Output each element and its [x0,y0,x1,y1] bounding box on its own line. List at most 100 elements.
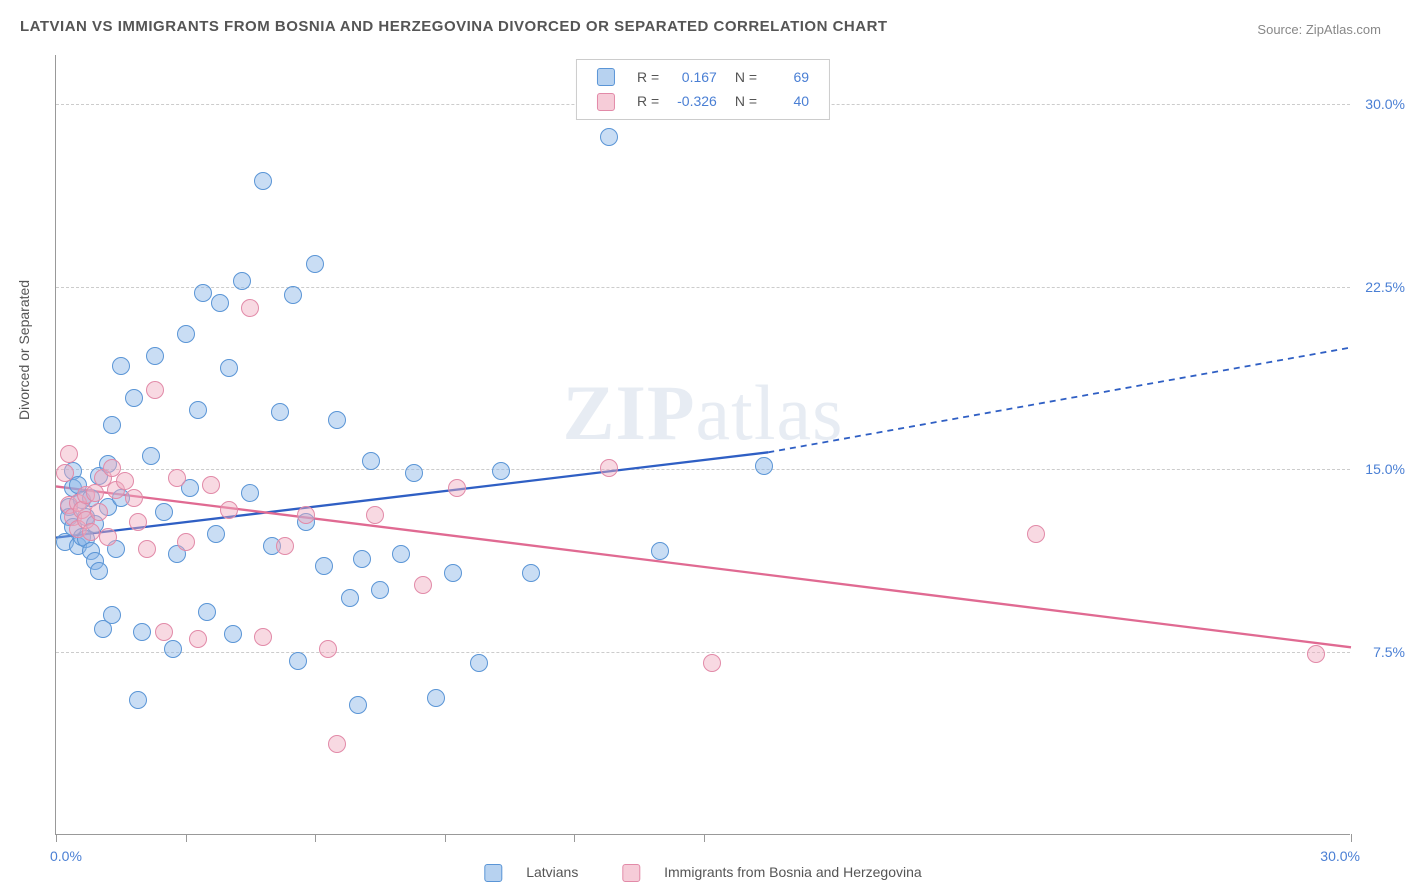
y-tick-label: 7.5% [1355,644,1405,660]
swatch-icon [484,864,502,882]
scatter-point [90,562,108,580]
scatter-point [133,623,151,641]
scatter-point [600,128,618,146]
scatter-point [60,445,78,463]
x-tick [574,834,575,842]
x-tick [704,834,705,842]
scatter-point [82,523,100,541]
scatter-point [349,696,367,714]
x-tick [56,834,57,842]
x-tick [186,834,187,842]
scatter-point [703,654,721,672]
y-tick-label: 22.5% [1355,279,1405,295]
x-tick [315,834,316,842]
scatter-point [371,581,389,599]
scatter-point [211,294,229,312]
scatter-point [392,545,410,563]
plot-area: ZIPatlas 7.5%15.0%22.5%30.0% R =0.167 N … [55,55,1350,835]
scatter-point [444,564,462,582]
x-min-label: 0.0% [50,848,82,864]
y-axis-label: Divorced or Separated [16,280,32,420]
scatter-point [755,457,773,475]
scatter-point [328,411,346,429]
scatter-point [241,299,259,317]
scatter-point [207,525,225,543]
scatter-point [146,347,164,365]
scatter-point [138,540,156,558]
scatter-point [220,359,238,377]
scatter-point [328,735,346,753]
scatter-point [470,654,488,672]
scatter-point [271,403,289,421]
x-tick [445,834,446,842]
scatter-point [1307,645,1325,663]
swatch-icon [597,93,615,111]
scatter-point [177,533,195,551]
scatter-point [155,503,173,521]
y-tick-label: 15.0% [1355,461,1405,477]
swatch-icon [622,864,640,882]
regression-lines [56,55,1350,834]
x-tick [1351,834,1352,842]
scatter-point [112,357,130,375]
scatter-point [366,506,384,524]
regression-line-extrapolated [768,348,1351,453]
scatter-point [164,640,182,658]
scatter-point [600,459,618,477]
scatter-point [129,513,147,531]
scatter-point [202,476,220,494]
chart-title: LATVIAN VS IMMIGRANTS FROM BOSNIA AND HE… [20,18,888,35]
scatter-point [319,640,337,658]
scatter-point [254,172,272,190]
scatter-point [241,484,259,502]
scatter-point [224,625,242,643]
stats-legend: R =0.167 N =69 R =-0.326 N =40 [576,59,830,120]
scatter-point [362,452,380,470]
legend-item-bosnia: Immigrants from Bosnia and Herzegovina [612,864,931,880]
scatter-point [427,689,445,707]
scatter-point [405,464,423,482]
scatter-point [448,479,466,497]
scatter-point [254,628,272,646]
scatter-point [146,381,164,399]
scatter-point [1027,525,1045,543]
scatter-point [315,557,333,575]
scatter-point [276,537,294,555]
scatter-point [177,325,195,343]
scatter-point [189,401,207,419]
scatter-point [99,528,117,546]
scatter-point [297,506,315,524]
scatter-point [189,630,207,648]
series-legend: Latvians Immigrants from Bosnia and Herz… [464,864,941,882]
scatter-point [116,472,134,490]
scatter-point [306,255,324,273]
scatter-point [125,489,143,507]
legend-row-latvians: R =0.167 N =69 [589,66,817,88]
scatter-point [103,606,121,624]
scatter-point [198,603,216,621]
scatter-point [289,652,307,670]
scatter-point [220,501,238,519]
scatter-point [129,691,147,709]
scatter-point [492,462,510,480]
source-label: Source: ZipAtlas.com [1257,22,1381,37]
scatter-point [90,503,108,521]
scatter-point [651,542,669,560]
scatter-point [353,550,371,568]
legend-item-latvians: Latvians [474,864,592,880]
scatter-point [125,389,143,407]
regression-line [56,486,1351,647]
x-max-label: 30.0% [1320,848,1360,864]
swatch-icon [597,68,615,86]
scatter-point [194,284,212,302]
scatter-point [56,464,74,482]
y-tick-label: 30.0% [1355,96,1405,112]
scatter-point [155,623,173,641]
scatter-point [142,447,160,465]
scatter-point [233,272,251,290]
scatter-point [522,564,540,582]
legend-row-bosnia: R =-0.326 N =40 [589,90,817,112]
scatter-point [414,576,432,594]
scatter-point [341,589,359,607]
scatter-point [168,469,186,487]
